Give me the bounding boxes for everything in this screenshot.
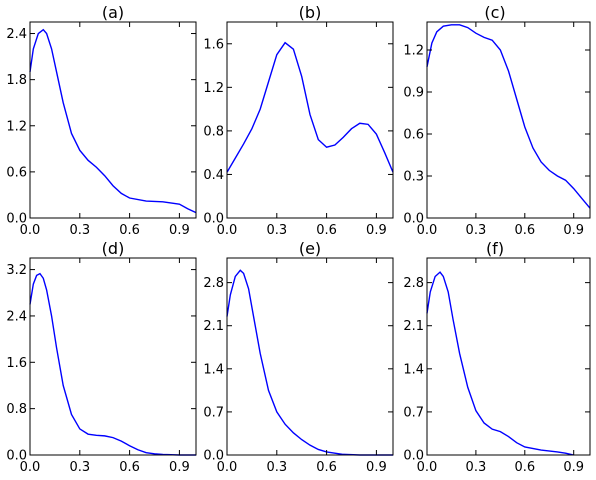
y-tick-label: 3.2 (6, 263, 27, 278)
plot-area: 0.0 0.3 0.6 0.9 0.0 0.4 0.8 1.2 1.6 (203, 21, 394, 238)
plot-area: 0.0 0.3 0.6 0.9 0.0 0.7 1.4 2.1 2.8 (203, 257, 394, 475)
y-tick-label: 1.2 (403, 44, 424, 59)
y-tick-label: 0.0 (6, 212, 27, 227)
y-tick-label: 0.0 (203, 212, 224, 227)
y-tick-label: 1.4 (203, 362, 224, 377)
panel-d: (d) 0.0 0.3 0.6 0.9 0.0 0.8 1.6 2.4 3.2 (6, 239, 197, 475)
y-tick-label: 1.2 (203, 81, 224, 96)
y-tick-label: 0.0 (203, 449, 224, 464)
y-tick-label: 0.0 (403, 212, 424, 227)
y-tick-label: 0.0 (6, 449, 27, 464)
x-tick-label: 0.0 (20, 460, 41, 475)
y-tick-label: 0.4 (203, 168, 224, 183)
x-tick-label: 0.6 (514, 223, 535, 238)
y-tick-label: 0.3 (403, 170, 424, 185)
x-tick-label: 0.0 (217, 223, 238, 238)
y-tick-label: 1.6 (6, 356, 27, 371)
plot-area: 0.0 0.3 0.6 0.9 0.0 0.3 0.6 0.9 1.2 (403, 21, 591, 238)
y-tick-label: 2.1 (403, 319, 424, 334)
panel-title: (d) (102, 239, 125, 258)
x-tick-label: 0.9 (169, 460, 190, 475)
y-tick-label: 2.1 (203, 319, 224, 334)
x-tick-label: 0.9 (366, 460, 387, 475)
panel-c: (c) 0.0 0.3 0.6 0.9 0.0 0.3 0.6 0.9 1.2 (403, 3, 591, 238)
x-tick-label: 0.9 (169, 223, 190, 238)
panel-a: (a) 0.0 0.3 0.6 0.9 0.0 0.6 1.2 1.8 2.4 (6, 3, 197, 238)
y-tick-label: 1.2 (6, 119, 27, 134)
plot-area: 0.0 0.3 0.6 0.9 0.0 0.6 1.2 1.8 2.4 (6, 21, 197, 238)
y-tick-label: 0.7 (403, 405, 424, 420)
y-tick-label: 0.7 (203, 405, 224, 420)
series-line (426, 24, 591, 209)
x-tick-label: 0.3 (69, 460, 90, 475)
y-tick-label: 0.6 (6, 165, 27, 180)
x-tick-label: 0.3 (266, 460, 287, 475)
y-tick-label: 0.9 (403, 86, 424, 101)
plot-frame (226, 21, 394, 219)
plot-frame (29, 21, 197, 219)
panel-title: (e) (299, 239, 321, 258)
y-tick-label: 0.0 (403, 449, 424, 464)
x-tick-label: 0.9 (366, 223, 387, 238)
x-tick-label: 0.0 (217, 460, 238, 475)
plot-frame (29, 257, 197, 456)
x-tick-label: 0.0 (417, 460, 438, 475)
y-tick-label: 2.4 (6, 309, 27, 324)
x-tick-label: 0.3 (466, 223, 487, 238)
y-tick-label: 2.8 (203, 276, 224, 291)
panel-title: (a) (102, 3, 124, 22)
plot-frame (426, 21, 591, 219)
x-tick-label: 0.6 (119, 460, 140, 475)
y-tick-label: 1.4 (403, 362, 424, 377)
series-line (29, 272, 196, 456)
x-tick-label: 0.9 (563, 460, 584, 475)
panel-title: (f) (486, 239, 504, 258)
y-tick-label: 2.4 (6, 27, 27, 42)
panel-e: (e) 0.0 0.3 0.6 0.9 0.0 0.7 1.4 2.1 2.8 (203, 239, 394, 475)
panel-title: (c) (484, 3, 505, 22)
x-tick-label: 0.6 (316, 460, 337, 475)
y-tick-label: 2.8 (403, 276, 424, 291)
x-tick-label: 0.0 (417, 223, 438, 238)
plot-area: 0.0 0.3 0.6 0.9 0.0 0.8 1.6 2.4 3.2 (6, 257, 197, 475)
y-tick-label: 1.8 (6, 73, 27, 88)
x-tick-label: 0.3 (266, 223, 287, 238)
plot-frame (226, 257, 394, 456)
x-tick-label: 0.6 (119, 223, 140, 238)
series-line (226, 269, 393, 456)
x-tick-label: 0.3 (466, 460, 487, 475)
series-line (426, 271, 574, 456)
panel-title: (b) (299, 3, 322, 22)
panel-f: (f) 0.0 0.3 0.6 0.9 0.0 0.7 1.4 2.1 2.8 (403, 239, 591, 475)
y-tick-label: 1.6 (203, 37, 224, 52)
x-tick-label: 0.6 (316, 223, 337, 238)
plot-frame (426, 257, 591, 456)
series-line (226, 41, 394, 173)
panel-b: (b) 0.0 0.3 0.6 0.9 0.0 0.4 0.8 1.2 1.6 (203, 3, 394, 238)
plot-area: 0.0 0.3 0.6 0.9 0.0 0.7 1.4 2.1 2.8 (403, 257, 591, 475)
x-tick-label: 0.9 (563, 223, 584, 238)
x-tick-label: 0.0 (20, 223, 41, 238)
x-tick-label: 0.3 (69, 223, 90, 238)
y-tick-label: 0.6 (403, 128, 424, 143)
series-line (29, 28, 197, 214)
x-tick-label: 0.6 (514, 460, 535, 475)
y-tick-label: 0.8 (6, 402, 27, 417)
y-tick-label: 0.8 (203, 124, 224, 139)
